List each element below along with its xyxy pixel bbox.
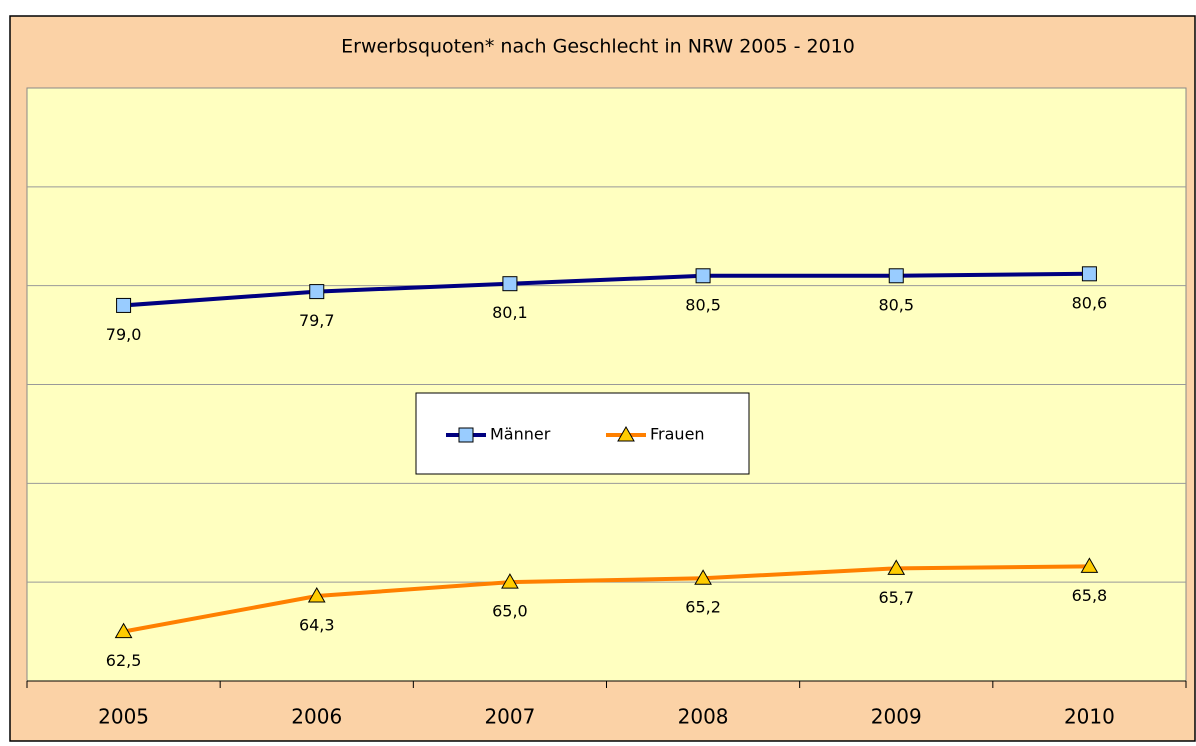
series-line [123,564,1090,634]
legend-label: Männer [490,425,551,444]
data-label: 80,6 [1072,293,1108,312]
data-label: 80,5 [878,295,914,314]
marker [116,297,132,313]
marker [694,569,712,585]
data-label: 80,5 [685,295,721,314]
x-tick-label: 2005 [98,705,149,729]
marker [114,622,133,639]
data-label: 65,2 [685,598,721,617]
x-tick-label: 2007 [484,705,535,729]
x-tick-label: 2006 [291,705,342,729]
x-tick-label: 2009 [871,705,922,729]
series-line [123,271,1090,308]
marker [887,559,906,575]
legend: Männer Frauen [415,392,750,475]
legend-marker [617,425,635,442]
x-tick-label: 2008 [678,705,729,729]
marker [309,284,325,300]
legend-marker [458,427,474,443]
marker [888,268,904,284]
marker [502,276,518,292]
chart-title: Erwerbsquoten* nach Geschlecht in NRW 20… [341,36,855,58]
data-label: 64,3 [299,616,335,635]
data-label: 65,7 [878,588,914,607]
data-label: 79,7 [299,311,335,330]
data-label: 79,0 [106,325,142,344]
x-tick-label: 2010 [1064,705,1115,729]
marker [695,268,711,284]
legend-label: Frauen [650,425,705,444]
data-label: 80,1 [492,303,528,322]
data-label: 62,5 [106,651,142,670]
marker [1080,557,1099,573]
marker [501,573,519,589]
marker [307,586,326,603]
marker [1081,266,1097,282]
data-label: 65,0 [492,602,528,621]
data-label: 65,8 [1072,586,1108,605]
